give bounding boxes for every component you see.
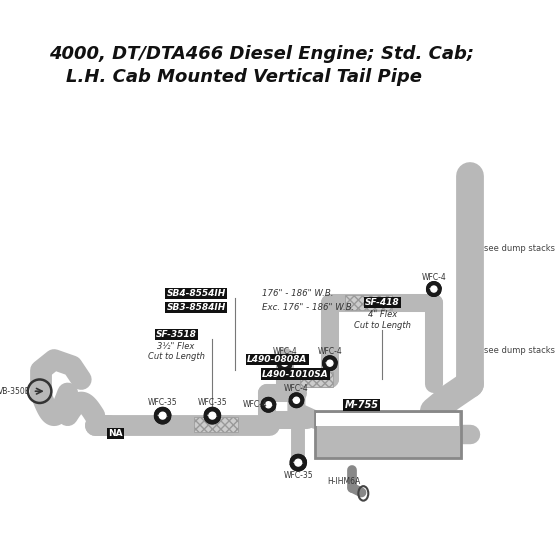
Text: SB3-8584IH: SB3-8584IH <box>166 302 226 311</box>
Circle shape <box>293 397 300 403</box>
Text: H-IHM6A: H-IHM6A <box>327 477 360 486</box>
Text: WFC-4: WFC-4 <box>242 400 267 409</box>
Text: SF-3518: SF-3518 <box>156 330 197 339</box>
Text: Cut to Length: Cut to Length <box>148 352 204 361</box>
Text: Cut to Length: Cut to Length <box>354 321 410 330</box>
Text: L490-0808A: L490-0808A <box>248 355 307 364</box>
Polygon shape <box>204 416 220 424</box>
Text: NA: NA <box>108 429 123 438</box>
Polygon shape <box>291 455 306 463</box>
Circle shape <box>155 408 171 424</box>
Circle shape <box>289 393 304 408</box>
Text: Exc. 176" - 186" W.B.: Exc. 176" - 186" W.B. <box>262 302 354 311</box>
Text: SF-418: SF-418 <box>365 298 400 307</box>
Text: WFC-35: WFC-35 <box>198 399 227 408</box>
Circle shape <box>430 285 437 293</box>
Polygon shape <box>155 408 171 416</box>
Circle shape <box>295 459 302 466</box>
Polygon shape <box>278 356 292 363</box>
Circle shape <box>427 282 441 296</box>
Text: see dump stacks: see dump stacks <box>484 346 556 355</box>
Text: 4000, DT/DTA466 Diesel Engine; Std. Cab;: 4000, DT/DTA466 Diesel Engine; Std. Cab; <box>49 45 475 63</box>
Text: VB-350E: VB-350E <box>0 387 31 396</box>
Text: WFC-35: WFC-35 <box>148 399 178 408</box>
Text: M-755: M-755 <box>344 400 379 410</box>
Circle shape <box>265 402 272 408</box>
Bar <box>194 417 237 432</box>
Circle shape <box>431 286 437 292</box>
Circle shape <box>159 412 166 419</box>
Text: L490-1010SA: L490-1010SA <box>262 370 329 379</box>
Circle shape <box>261 398 276 412</box>
Polygon shape <box>205 408 221 416</box>
Circle shape <box>265 401 272 409</box>
Text: WFC-4: WFC-4 <box>284 384 309 393</box>
Circle shape <box>294 459 302 467</box>
Text: L.H. Cab Mounted Vertical Tail Pipe: L.H. Cab Mounted Vertical Tail Pipe <box>66 68 422 86</box>
Circle shape <box>323 356 337 370</box>
Text: WFC-4: WFC-4 <box>272 347 297 356</box>
Bar <box>316 413 459 426</box>
Circle shape <box>293 396 300 404</box>
Polygon shape <box>262 398 276 405</box>
Circle shape <box>204 408 221 424</box>
Text: WFC-4: WFC-4 <box>318 347 342 356</box>
Polygon shape <box>427 282 441 289</box>
Circle shape <box>326 360 334 367</box>
Polygon shape <box>278 363 291 370</box>
Circle shape <box>282 360 288 366</box>
Text: 3½" Flex: 3½" Flex <box>157 342 195 351</box>
Circle shape <box>277 356 292 370</box>
Bar <box>315 411 461 458</box>
Polygon shape <box>290 463 306 471</box>
Circle shape <box>158 412 167 420</box>
Polygon shape <box>262 405 275 412</box>
Polygon shape <box>290 393 304 400</box>
Polygon shape <box>323 363 337 370</box>
Circle shape <box>209 412 216 419</box>
Circle shape <box>327 360 333 366</box>
Bar <box>300 372 333 387</box>
Text: WFC-4: WFC-4 <box>422 273 446 282</box>
Circle shape <box>281 360 288 367</box>
Text: 4" Flex: 4" Flex <box>368 310 397 319</box>
Polygon shape <box>155 416 170 424</box>
Text: 176" - 186" W.B.: 176" - 186" W.B. <box>262 289 334 298</box>
Text: SB4-8554IH: SB4-8554IH <box>166 289 226 298</box>
Polygon shape <box>427 289 441 296</box>
Circle shape <box>208 412 217 420</box>
Bar <box>346 295 392 310</box>
Circle shape <box>290 455 306 471</box>
Polygon shape <box>290 400 303 408</box>
Polygon shape <box>323 356 337 363</box>
Text: see dump stacks: see dump stacks <box>484 244 556 253</box>
Text: WFC-35: WFC-35 <box>283 471 313 480</box>
